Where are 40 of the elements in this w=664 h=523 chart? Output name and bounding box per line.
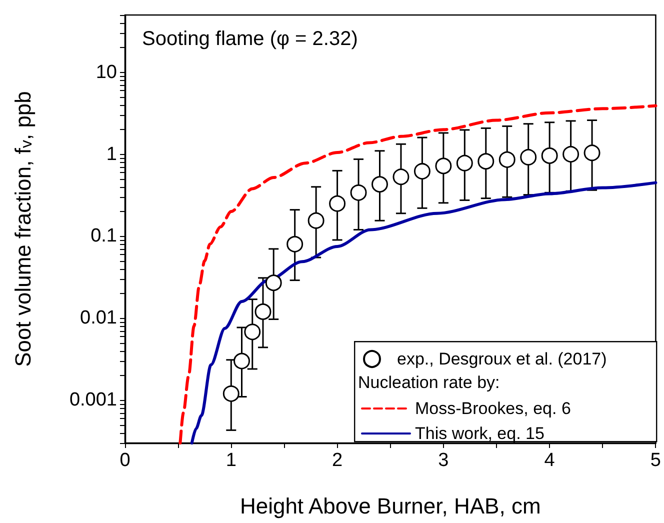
point (498, 151, 516, 168)
point (350, 184, 367, 201)
y-axis-title: Soot volume fraction, fv, ppb (10, 91, 36, 367)
legend-label: exp., Desgroux et al. (2017) (397, 350, 607, 368)
point (478, 153, 494, 170)
y-tick-label: 10 (96, 62, 117, 83)
y-tick-label: 1 (106, 144, 117, 165)
x-tick-label: 5 (650, 450, 662, 471)
x-tick-label: 2 (332, 450, 343, 471)
point (520, 148, 537, 166)
y-tick-label: 0.01 (80, 308, 117, 329)
point (286, 236, 304, 252)
y-tick-label: 0.1 (90, 226, 117, 247)
point (456, 154, 473, 172)
legend-title: Nucleation rate by: (358, 373, 500, 392)
point (244, 324, 261, 340)
legend-label: Moss-Brookes, eq. 6 (415, 399, 571, 418)
x-tick-label: 1 (226, 450, 236, 471)
x-tick-label: 4 (544, 450, 556, 471)
line-series (178, 104, 658, 444)
y-tick-label: 0.001 (69, 390, 117, 411)
text: Sooting flame (φ = 2.32) (142, 28, 358, 50)
point (265, 274, 282, 292)
legend-label: This work, eq. 15 (415, 424, 544, 443)
point (329, 195, 346, 212)
point (414, 163, 430, 180)
point (435, 158, 452, 174)
x-tick-label: 3 (438, 450, 449, 471)
point (308, 212, 324, 229)
point (562, 146, 580, 162)
point (372, 176, 388, 193)
point (541, 147, 558, 164)
x-tick-label: 0 (120, 450, 130, 471)
point (392, 168, 410, 186)
x-axis-title: Height Above Burner, HAB, cm (240, 494, 541, 518)
point (584, 144, 600, 162)
point (234, 352, 250, 370)
point (222, 385, 240, 402)
line-series (190, 181, 658, 444)
point (254, 303, 272, 320)
